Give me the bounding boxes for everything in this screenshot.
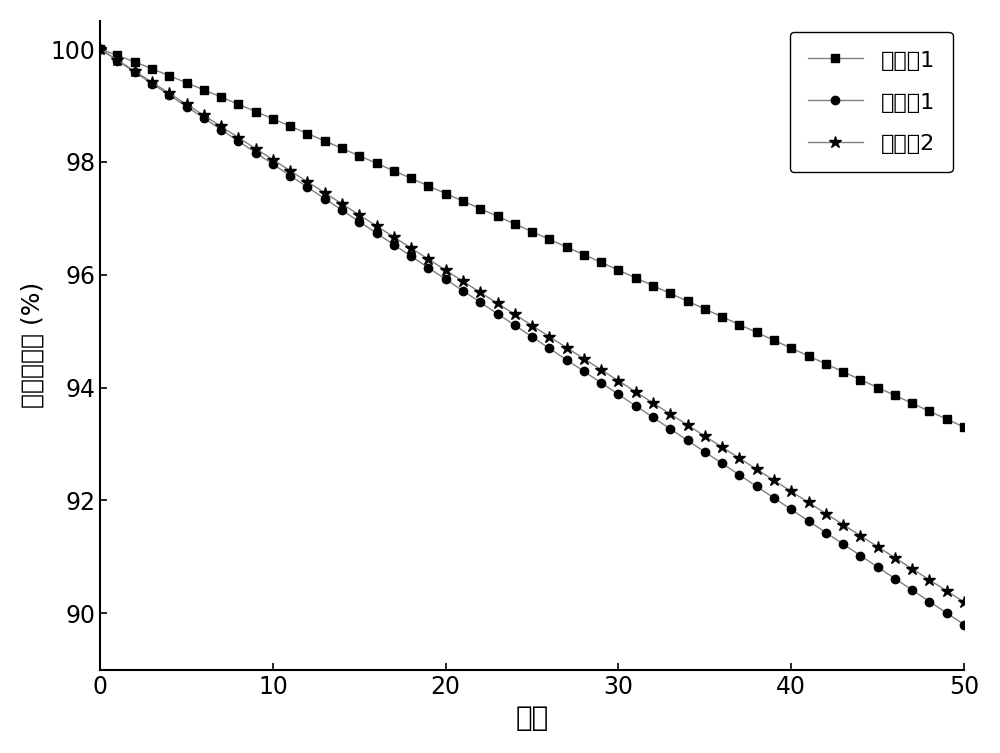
对比例1 bbox=[94, 44, 106, 53]
对比例1 bbox=[716, 459, 728, 468]
X-axis label: 圈数: 圈数 bbox=[515, 704, 549, 732]
对比例1 bbox=[371, 229, 383, 238]
Y-axis label: 循环保持率 (%): 循环保持率 (%) bbox=[21, 282, 45, 408]
对比例1 bbox=[284, 171, 296, 180]
对比例2 bbox=[941, 587, 953, 596]
实施例1 bbox=[371, 159, 383, 168]
Line: 对比例2: 对比例2 bbox=[94, 43, 970, 608]
Line: 实施例1: 实施例1 bbox=[96, 45, 968, 431]
对比例2 bbox=[353, 210, 365, 219]
对比例2 bbox=[716, 443, 728, 452]
实施例1 bbox=[353, 151, 365, 160]
实施例1 bbox=[94, 44, 106, 53]
实施例1 bbox=[664, 289, 676, 298]
实施例1 bbox=[284, 122, 296, 131]
对比例2 bbox=[958, 598, 970, 607]
对比例2 bbox=[664, 410, 676, 419]
对比例1 bbox=[941, 608, 953, 617]
对比例1 bbox=[958, 620, 970, 629]
对比例2 bbox=[284, 166, 296, 175]
实施例1 bbox=[941, 415, 953, 424]
对比例2 bbox=[371, 221, 383, 230]
对比例1 bbox=[353, 217, 365, 226]
实施例1 bbox=[716, 312, 728, 322]
对比例2 bbox=[94, 44, 106, 53]
对比例1 bbox=[664, 425, 676, 434]
Legend: 实施例1, 对比例1, 对比例2: 实施例1, 对比例1, 对比例2 bbox=[790, 32, 953, 172]
Line: 对比例1: 对比例1 bbox=[96, 45, 968, 629]
实施例1 bbox=[958, 422, 970, 431]
